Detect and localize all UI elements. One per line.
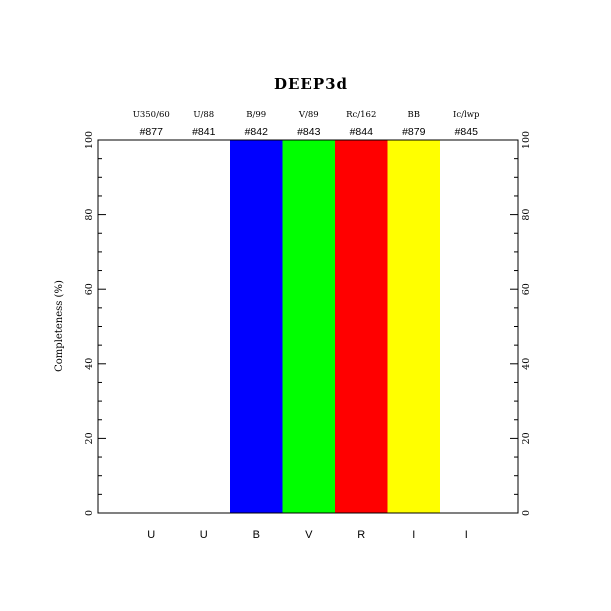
filter-label: B/99 xyxy=(246,110,266,120)
y-axis-label: Completeness (%) xyxy=(54,280,65,372)
x-tick-label: I xyxy=(465,529,468,541)
bars-group xyxy=(230,140,440,513)
header-labels-group: U350/60 #877 U/88 #841 B/99 #842 V/89 #843 Rc/16… xyxy=(133,110,480,138)
x-tick-label: V xyxy=(305,529,313,541)
y-tick-label-left: 60 xyxy=(84,283,95,295)
x-tick-label: B xyxy=(253,529,260,541)
y-tick-label-right: 80 xyxy=(521,209,532,221)
filter-label: Rc/162 xyxy=(346,110,376,120)
x-tick-label: U xyxy=(147,529,155,541)
bar-3 xyxy=(282,140,335,513)
chart-title: DEEP3d xyxy=(274,75,348,93)
y-tick-label-left: 100 xyxy=(84,131,95,149)
y-tick-label-right: 60 xyxy=(521,283,532,295)
id-label: #842 xyxy=(245,126,269,138)
x-tick-label: R xyxy=(357,529,365,541)
x-tick-label: I xyxy=(412,529,415,541)
y-tick-label-left: 0 xyxy=(84,510,95,516)
y-tick-label-left: 40 xyxy=(84,358,95,370)
bar-5 xyxy=(387,140,440,513)
x-tick-label: U xyxy=(200,529,208,541)
filter-label: U350/60 xyxy=(133,110,170,120)
id-label: #845 xyxy=(455,126,479,138)
filter-label: Ic/lwp xyxy=(453,110,480,120)
filter-label: BB xyxy=(408,110,421,120)
id-label: #879 xyxy=(402,126,426,138)
y-tick-label-left: 20 xyxy=(84,432,95,444)
id-label: #841 xyxy=(192,126,216,138)
bar-2 xyxy=(230,140,283,513)
plot-frame xyxy=(97,139,519,514)
y-tick-label-left: 80 xyxy=(84,209,95,221)
ticks-group: 0 0 20 20 40 40 60 60 80 80 100 100 xyxy=(84,131,532,516)
id-label: #843 xyxy=(297,126,321,138)
id-label: #844 xyxy=(350,126,374,138)
y-tick-label-right: 0 xyxy=(521,510,532,516)
filter-label: U/88 xyxy=(193,110,214,120)
id-label: #877 xyxy=(140,126,164,138)
y-tick-label-right: 20 xyxy=(521,432,532,444)
y-tick-label-right: 40 xyxy=(521,358,532,370)
y-tick-label-right: 100 xyxy=(521,131,532,149)
filter-label: V/89 xyxy=(298,110,319,120)
bar-4 xyxy=(335,140,388,513)
